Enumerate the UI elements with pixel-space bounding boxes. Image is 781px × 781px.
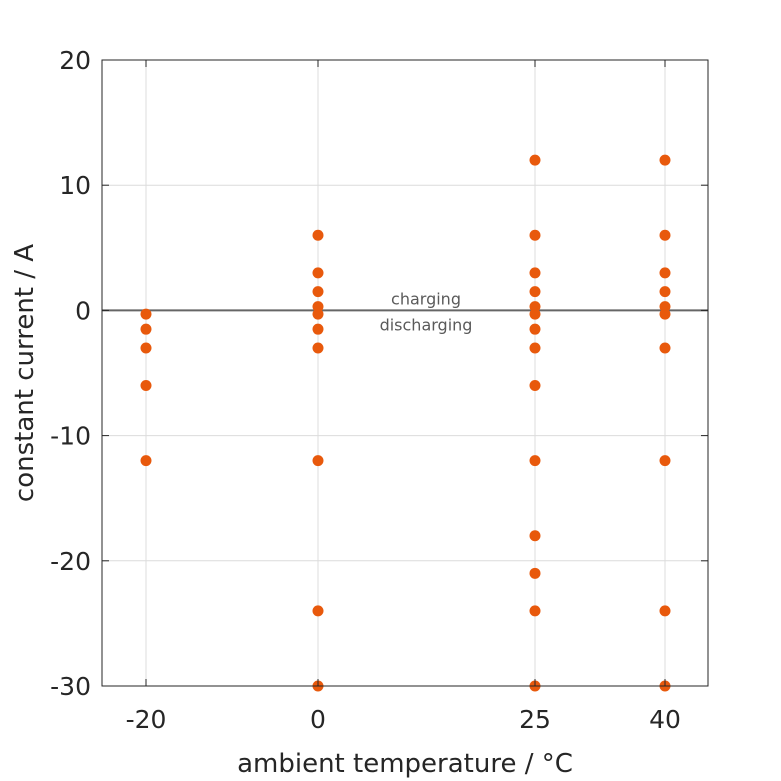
data-point	[529, 342, 541, 354]
y-tick-label: 0	[75, 296, 91, 325]
data-point	[529, 567, 541, 579]
data-point	[529, 530, 541, 542]
data-point	[659, 308, 671, 320]
data-point	[529, 323, 541, 335]
data-point	[312, 455, 324, 467]
data-point	[529, 605, 541, 617]
plot-area-frame	[101, 59, 709, 687]
data-point	[312, 605, 324, 617]
data-point	[140, 455, 152, 467]
data-point	[529, 455, 541, 467]
data-point	[529, 267, 541, 279]
data-point	[312, 267, 324, 279]
data-point	[312, 323, 324, 335]
x-tick-label: 0	[310, 705, 326, 734]
data-point	[140, 342, 152, 354]
data-point	[529, 380, 541, 392]
data-point	[140, 380, 152, 392]
y-tick-label: -20	[50, 547, 91, 576]
y-tick-label: 20	[59, 46, 91, 75]
data-point	[312, 308, 324, 320]
x-tick-label: 40	[649, 705, 681, 734]
grid	[102, 59, 708, 687]
data-point	[312, 229, 324, 241]
data-point	[312, 342, 324, 354]
x-tick-label: 25	[519, 705, 551, 734]
data-point	[659, 342, 671, 354]
x-tick-label: -20	[126, 705, 167, 734]
data-point	[529, 229, 541, 241]
data-point	[659, 455, 671, 467]
data-point	[312, 286, 324, 298]
data-point	[140, 308, 152, 320]
y-tick-label: -10	[50, 422, 91, 451]
data-point	[659, 267, 671, 279]
annotation-discharging: discharging	[380, 315, 473, 334]
data-point	[529, 154, 541, 166]
annotation-charging: charging	[391, 289, 461, 308]
y-tick-label: -30	[50, 672, 91, 701]
data-point	[529, 286, 541, 298]
data-point	[659, 286, 671, 298]
data-point	[140, 323, 152, 335]
x-axis-label: ambient temperature / °C	[237, 749, 573, 779]
axis-ticks: -20 0 25 40 -30 -20 -10 0 10 20	[50, 46, 708, 734]
data-point	[659, 154, 671, 166]
data-point	[529, 308, 541, 320]
data-point	[659, 605, 671, 617]
y-tick-label: 10	[59, 171, 91, 200]
data-points	[140, 154, 671, 692]
y-axis-label: constant current / A	[10, 244, 40, 502]
data-point	[659, 229, 671, 241]
